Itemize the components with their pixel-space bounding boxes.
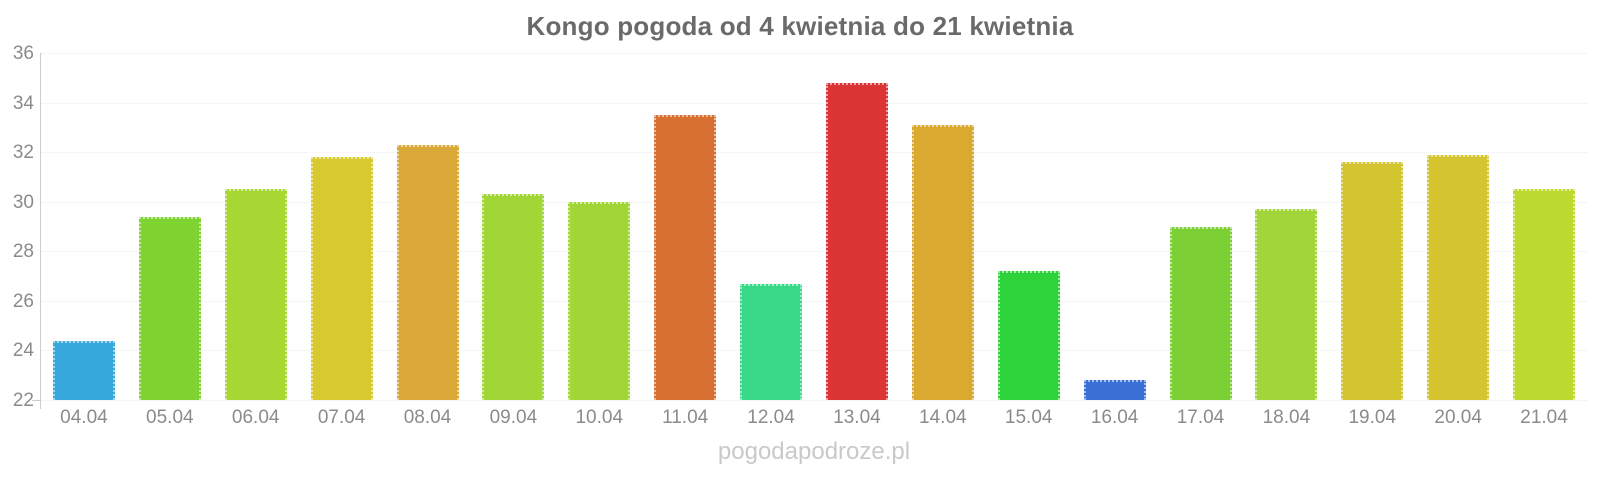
y-axis-baseline-tick — [32, 400, 40, 401]
plot-area — [41, 53, 1587, 401]
x-tick-label-12.04: 12.04 — [747, 407, 795, 428]
gridline-28 — [41, 251, 1587, 253]
y-tick-label-28: 28 — [12, 241, 34, 263]
x-tick-label-08.04: 08.04 — [403, 407, 452, 428]
x-tick-label-13.04: 13.04 — [833, 407, 881, 428]
bar-06.04 — [224, 189, 287, 400]
gridline-34 — [41, 102, 1587, 104]
bar-05.04 — [138, 216, 201, 400]
chart-title: Kongo pogoda od 4 kwietnia do 21 kwietni… — [526, 11, 1074, 41]
y-tick-label-24: 24 — [12, 340, 34, 362]
bar-18.04 — [1255, 209, 1318, 400]
x-tick-label-20.04: 20.04 — [1434, 407, 1482, 428]
gridline-24 — [41, 350, 1587, 352]
bar-15.04 — [997, 271, 1060, 400]
y-tick-label-30: 30 — [12, 191, 34, 213]
x-tick-label-06.04: 06.04 — [231, 407, 280, 428]
x-tick-label-21.04: 21.04 — [1520, 407, 1568, 428]
bar-11.04 — [654, 114, 717, 400]
bar-12.04 — [740, 283, 803, 400]
y-tick-label-36: 36 — [12, 43, 34, 64]
x-tick-label-18.04: 18.04 — [1262, 407, 1311, 428]
x-tick-label-19.04: 19.04 — [1348, 407, 1397, 428]
bar-09.04 — [482, 194, 545, 400]
watermark: pogodapodroze.pl — [717, 438, 911, 465]
x-tick-label-09.04: 09.04 — [489, 407, 538, 428]
x-tick-label-05.04: 05.04 — [146, 407, 194, 428]
x-tick-label-11.04: 11.04 — [662, 407, 709, 428]
bar-19.04 — [1341, 162, 1404, 400]
bar-14.04 — [911, 124, 974, 400]
gridline-30 — [41, 201, 1587, 203]
bar-13.04 — [825, 82, 888, 400]
gridline-32 — [41, 152, 1587, 154]
x-tick-label-04.04: 04.04 — [60, 407, 108, 428]
x-tick-label-14.04: 14.04 — [919, 407, 967, 428]
bar-04.04 — [52, 340, 115, 400]
x-tick-label-16.04: 16.04 — [1090, 407, 1139, 428]
bar-10.04 — [568, 201, 631, 400]
bar-08.04 — [396, 144, 459, 400]
bar-07.04 — [310, 157, 373, 400]
y-tick-label-32: 32 — [12, 142, 34, 164]
gridline-26 — [41, 300, 1587, 302]
gridline-22 — [41, 400, 1587, 401]
gridline-36 — [41, 53, 1587, 54]
y-axis-line — [40, 53, 41, 409]
bar-21.04 — [1513, 189, 1576, 400]
x-tick-label-10.04: 10.04 — [575, 407, 624, 428]
y-tick-label-26: 26 — [12, 290, 34, 312]
x-tick-label-17.04: 17.04 — [1176, 407, 1225, 428]
y-tick-label-34: 34 — [12, 92, 34, 114]
bar-16.04 — [1083, 380, 1146, 400]
x-tick-label-07.04: 07.04 — [317, 407, 366, 428]
bar-20.04 — [1427, 154, 1490, 400]
y-tick-label-22: 22 — [12, 390, 34, 411]
bar-17.04 — [1169, 226, 1232, 400]
x-tick-label-15.04: 15.04 — [1004, 407, 1053, 428]
